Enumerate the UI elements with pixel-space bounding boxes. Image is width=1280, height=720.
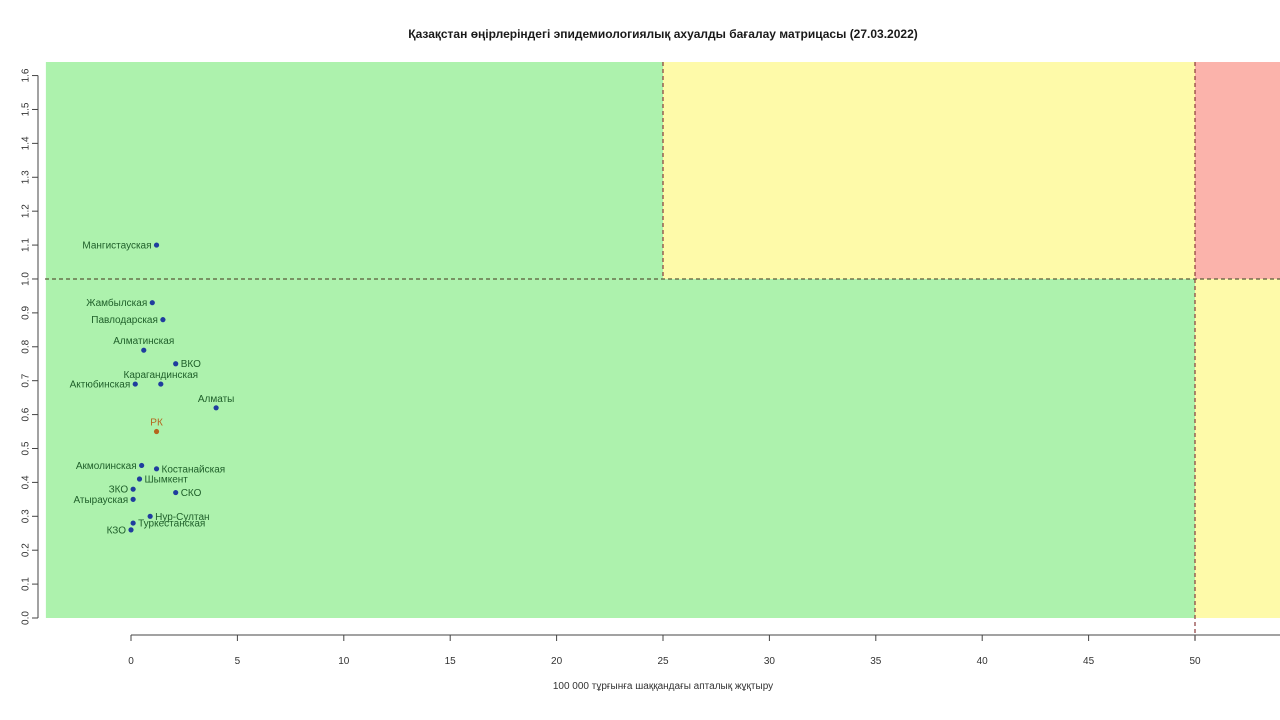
point-label-3: Павлодарская	[91, 315, 158, 326]
point-label-7: Актюбинская	[70, 379, 131, 391]
y-tick-label-1.3: 1.3	[21, 170, 32, 184]
point-label-8: Алматы	[198, 394, 235, 405]
chart-title: Қазақстан өңірлеріндегі эпидемиологиялық…	[408, 27, 918, 41]
zone-3	[1195, 62, 1280, 279]
x-tick-label-40: 40	[977, 656, 989, 667]
point-2	[149, 300, 155, 306]
point-label-18: КЗО	[107, 525, 127, 536]
point-16	[147, 513, 153, 519]
x-tick-label-35: 35	[870, 656, 882, 667]
y-tick-label-1.5: 1.5	[21, 102, 32, 116]
point-11	[153, 466, 160, 472]
y-tick-label-1.0: 1.0	[21, 272, 32, 286]
point-label-13: ЗКО	[109, 485, 129, 496]
point-label-4: Алматинская	[113, 336, 174, 347]
x-tick-label-0: 0	[128, 656, 134, 667]
y-tick-label-0.0: 0.0	[21, 611, 32, 625]
zone-5	[1195, 278, 1280, 618]
y-tick-label-1.1: 1.1	[21, 238, 32, 252]
point-label-1: Мангистауская	[82, 241, 151, 252]
y-tick-label-0.9: 0.9	[21, 305, 32, 319]
x-axis-label: 100 000 тұрғынға шаққандағы апталық жұқт…	[552, 681, 774, 692]
point-label-6: Карагандинская	[124, 370, 199, 381]
y-tick-label-0.4: 0.4	[21, 475, 32, 489]
point-label-2: Жамбылская	[86, 297, 147, 309]
y-tick-label-0.7: 0.7	[21, 373, 32, 387]
risk-zones	[45, 62, 1280, 618]
y-tick-label-0.3: 0.3	[21, 509, 32, 523]
y-tick-label-0.6: 0.6	[21, 407, 32, 421]
y-tick-label-0.2: 0.2	[21, 543, 32, 557]
x-tick-label-45: 45	[1083, 656, 1095, 667]
point-10	[139, 462, 145, 469]
point-12	[136, 476, 143, 482]
point-7	[132, 381, 138, 387]
point-label-16: Нур-Султан	[155, 512, 209, 523]
x-tick-label-5: 5	[235, 656, 241, 667]
point-label-10: Акмолинская	[76, 461, 137, 472]
x-tick-label-20: 20	[551, 656, 563, 667]
point-18	[128, 527, 134, 533]
point-14	[173, 489, 179, 496]
point-label-11: Костанайская	[162, 464, 226, 475]
y-tick-label-1.4: 1.4	[21, 136, 32, 150]
point-1	[153, 242, 160, 248]
data-points: Мангистауская Жамбылская Павлодарская Алмат…	[70, 241, 235, 537]
point-6	[158, 381, 164, 387]
y-tick-label-1.2: 1.2	[21, 204, 32, 218]
point-4	[141, 347, 147, 353]
point-label-14: СКО	[181, 488, 202, 499]
zone-2	[663, 62, 1195, 279]
point-label-15: Атырауская	[73, 495, 128, 506]
point-15	[130, 496, 136, 502]
point-3	[160, 317, 166, 323]
y-tick-label-1.6: 1.6	[21, 68, 32, 82]
x-tick-label-50: 50	[1189, 656, 1201, 667]
point-13	[130, 486, 136, 492]
x-tick-label-10: 10	[338, 656, 350, 667]
x-tick-label-30: 30	[764, 656, 776, 667]
zone-1	[45, 62, 663, 279]
zone-4	[45, 278, 1195, 618]
point-label-9: РК	[150, 418, 163, 429]
axes: 0 5 10 15 20 25 30 35 40 45 50 0.0 0.1 0.2 0.3 0.4 0.5 0.…	[21, 68, 1280, 667]
point-label-5: ВКО	[181, 359, 201, 370]
y-tick-label-0.5: 0.5	[21, 441, 32, 455]
point-9	[153, 428, 160, 435]
point-label-12: Шымкент	[145, 475, 189, 486]
y-tick-label-0.1: 0.1	[21, 577, 32, 591]
y-tick-label-0.8: 0.8	[21, 339, 32, 353]
x-tick-label-15: 15	[445, 656, 457, 667]
reference-lines	[45, 62, 1280, 640]
point-label-17: Туркестанская	[138, 519, 205, 530]
x-tick-label-25: 25	[657, 656, 669, 667]
point-5	[173, 361, 179, 367]
point-8	[213, 405, 219, 411]
point-17	[130, 520, 136, 526]
